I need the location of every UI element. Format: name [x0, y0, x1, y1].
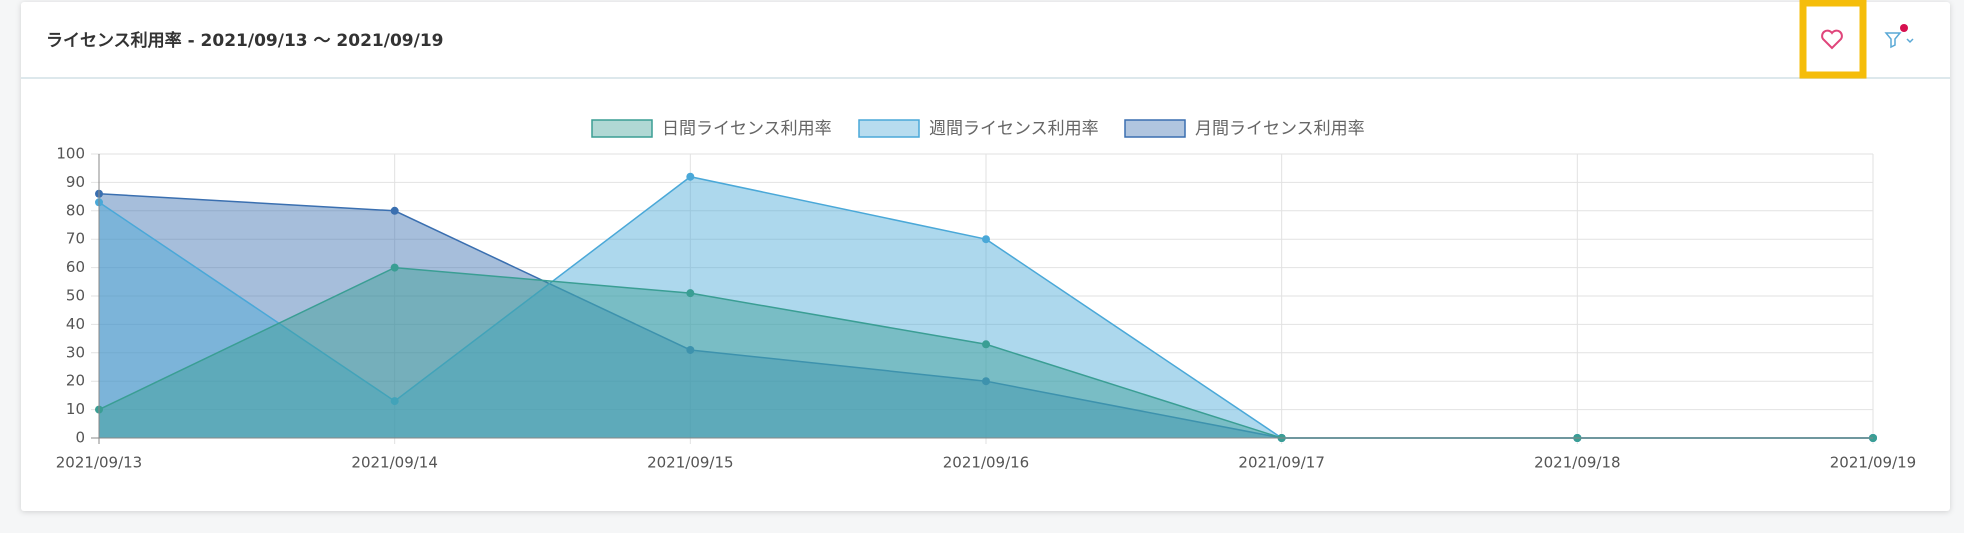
x-tick-label: 2021/09/13 — [56, 454, 142, 472]
data-point — [982, 377, 990, 386]
x-tick-label: 2021/09/19 — [1830, 454, 1916, 472]
legend-label: 週間ライセンス利用率 — [929, 119, 1099, 139]
favorite-button[interactable] — [1821, 29, 1843, 50]
data-point — [390, 397, 399, 406]
area-fill — [99, 193, 1873, 438]
data-point — [390, 206, 399, 215]
y-tick-label: 20 — [66, 372, 85, 390]
legend-swatch — [858, 119, 920, 138]
legend-swatch — [591, 119, 653, 138]
chart-title: ライセンス利用率 - 2021/09/13 〜 2021/09/19 — [46, 30, 443, 51]
favorite-highlight — [1799, 0, 1867, 79]
y-tick-label: 100 — [56, 145, 85, 163]
filter-indicator — [1900, 24, 1908, 32]
legend-swatch — [1124, 119, 1186, 138]
y-tick-label: 10 — [66, 400, 85, 418]
y-tick-label: 70 — [66, 230, 85, 248]
y-tick-label: 40 — [66, 315, 85, 333]
x-tick-label: 2021/09/15 — [647, 454, 733, 472]
data-point — [982, 340, 990, 349]
x-tick-label: 2021/09/14 — [351, 454, 437, 472]
x-tick-label: 2021/09/16 — [943, 454, 1029, 472]
y-tick-label: 90 — [66, 173, 85, 191]
y-tick-label: 0 — [75, 429, 85, 447]
legend-label: 月間ライセンス利用率 — [1195, 119, 1365, 139]
area-fill — [99, 267, 1873, 438]
data-point — [686, 289, 695, 298]
x-tick-label: 2021/09/17 — [1238, 454, 1324, 472]
y-tick-label: 50 — [66, 287, 85, 305]
data-point — [686, 172, 695, 181]
data-point — [390, 263, 399, 272]
filter-button[interactable] — [1884, 32, 1902, 49]
x-tick-label: 2021/09/18 — [1534, 454, 1620, 472]
y-tick-label: 80 — [66, 201, 85, 219]
y-tick-label: 30 — [66, 343, 85, 361]
filter-caret — [1906, 38, 1914, 44]
area-fill — [99, 176, 1873, 438]
data-point — [982, 235, 990, 244]
legend-label: 日間ライセンス利用率 — [662, 119, 832, 139]
data-point — [686, 345, 695, 354]
y-tick-label: 60 — [66, 258, 85, 276]
